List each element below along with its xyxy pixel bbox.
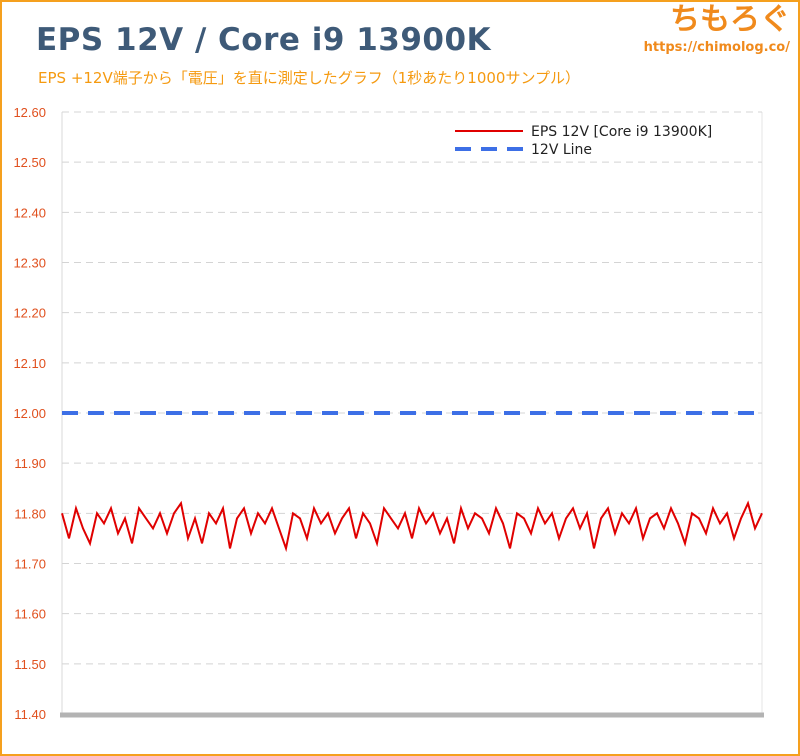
y-axis-ticks: 12.60 12.50 12.40 12.30 12.20 12.10 12.00 11.90… <box>13 105 46 722</box>
y-tick-label: 11.50 <box>14 657 46 672</box>
y-tick-label: 11.60 <box>14 607 46 622</box>
y-tick-label: 12.60 <box>13 105 46 120</box>
y-tick-label: 11.80 <box>14 506 46 521</box>
brand-url: https://chimolog.co/ <box>643 40 790 55</box>
legend: EPS 12V [Core i9 13900K] 12V Line <box>455 124 712 158</box>
y-tick-label: 12.40 <box>13 205 46 220</box>
y-tick-label: 12.10 <box>13 356 46 371</box>
y-tick-label: 11.40 <box>14 707 46 722</box>
y-tick-label: 12.50 <box>13 155 46 170</box>
y-tick-label: 11.90 <box>14 456 46 471</box>
y-tick-label: 11.70 <box>14 557 46 572</box>
y-tick-label: 12.00 <box>13 406 46 421</box>
brand-watermark: ちもろぐ https://chimolog.co/ <box>644 2 790 55</box>
y-tick-label: 12.30 <box>13 256 46 271</box>
legend-label-12v-line: 12V Line <box>531 142 592 158</box>
y-tick-label: 12.20 <box>13 306 46 321</box>
chart-subtitle: EPS +12V端子から「電圧」を直に測定したグラフ（1秒あたり1000サンプル… <box>38 69 580 87</box>
chart-title: EPS 12V / Core i9 13900K <box>36 22 492 58</box>
series-eps-12v <box>61 500 763 553</box>
legend-label-eps-12v: EPS 12V [Core i9 13900K] <box>531 124 712 140</box>
brand-logo: ちもろぐ <box>670 2 790 37</box>
